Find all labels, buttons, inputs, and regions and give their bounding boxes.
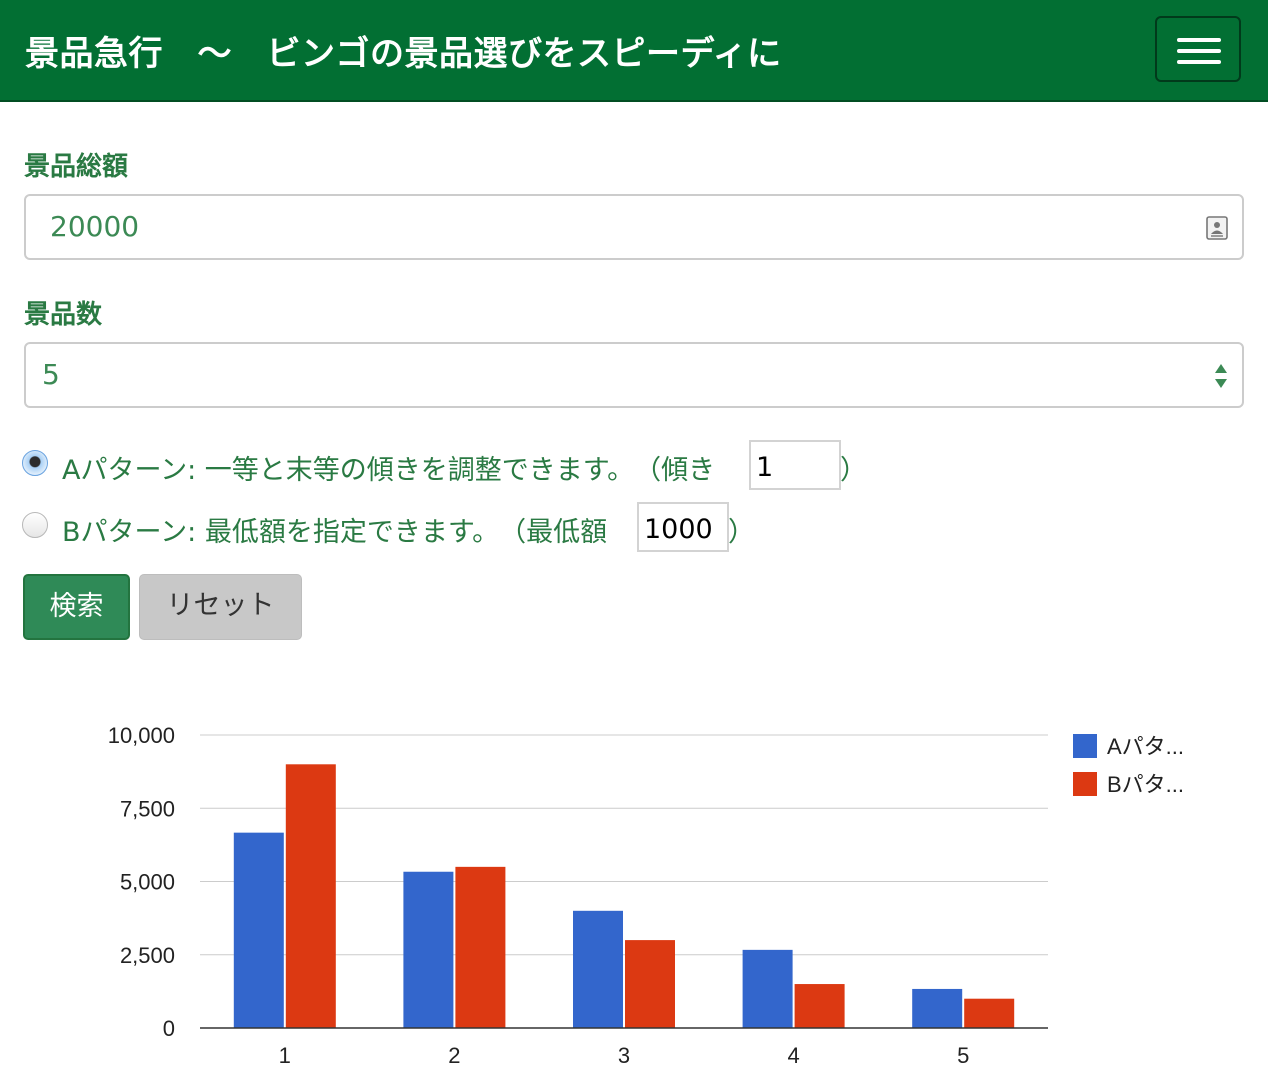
x-tick-label: 1 xyxy=(279,1043,291,1068)
bar-b xyxy=(285,764,336,1028)
search-button[interactable]: 検索 xyxy=(23,574,130,640)
total-amount-value: 20000 xyxy=(50,210,140,243)
app-title[interactable]: 景品急行 ～ ビンゴの景品選びをスピーディに xyxy=(25,34,782,74)
menu-bar-icon xyxy=(1177,60,1221,64)
menu-bar-icon xyxy=(1177,49,1221,53)
x-tick-label: 3 xyxy=(618,1043,630,1068)
bar-b xyxy=(794,984,845,1028)
x-tick-label: 2 xyxy=(448,1043,460,1068)
bar-b xyxy=(455,866,506,1028)
total-amount-input[interactable]: 20000 xyxy=(24,194,1244,260)
legend-swatch xyxy=(1073,734,1097,758)
bar-b xyxy=(964,998,1015,1028)
slope-close-paren: ） xyxy=(840,455,867,486)
total-amount-label: 景品総額 xyxy=(24,152,129,182)
bar-a xyxy=(233,832,284,1028)
prize-chart: 0 2,500 5,000 7,500 10,000 1 2 3 4 5 Aパタ... Bパタ... xyxy=(0,690,1268,1083)
y-tick-label: 10,000 xyxy=(108,723,175,748)
hamburger-menu-button[interactable] xyxy=(1155,16,1241,82)
y-tick-label: 2,500 xyxy=(120,943,175,968)
min-amount-value: 1000 xyxy=(644,514,713,545)
item-count-select[interactable]: 5 xyxy=(24,342,1244,408)
navbar: 景品急行 ～ ビンゴの景品選びをスピーディに xyxy=(0,0,1268,102)
item-count-value: 5 xyxy=(42,358,60,391)
bar-a xyxy=(742,949,793,1028)
pattern-b-radio[interactable] xyxy=(22,512,48,538)
min-amount-close-paren: ） xyxy=(728,517,755,548)
menu-bar-icon xyxy=(1177,38,1221,42)
bar-b xyxy=(625,940,675,1028)
y-tick-label: 7,500 xyxy=(120,796,175,821)
select-updown-icon xyxy=(1215,364,1227,388)
item-count-label: 景品数 xyxy=(24,300,103,330)
pattern-b-option[interactable]: Bパターン: 最低額を指定できます。 （最低額 1000 ） xyxy=(22,502,922,552)
x-tick-label: 4 xyxy=(787,1043,799,1068)
pattern-a-radio[interactable] xyxy=(22,450,48,476)
pattern-a-option[interactable]: Aパターン: 一等と末等の傾きを調整できます。 （傾き 1 ） xyxy=(22,440,922,490)
min-amount-input[interactable]: 1000 xyxy=(637,502,729,552)
pattern-a-label: Aパターン: 一等と末等の傾きを調整できます。 （傾き xyxy=(62,455,716,486)
x-tick-label: 5 xyxy=(957,1043,969,1068)
bar-a xyxy=(912,988,963,1028)
slope-value: 1 xyxy=(756,452,774,483)
bar-chart: 0 2,500 5,000 7,500 10,000 1 2 3 4 5 Aパタ... Bパタ... xyxy=(108,723,1184,1068)
legend-swatch xyxy=(1073,772,1097,796)
contact-card-icon[interactable] xyxy=(1206,216,1228,240)
slope-input[interactable]: 1 xyxy=(749,440,841,490)
reset-button[interactable]: リセット xyxy=(139,574,302,640)
bar-a xyxy=(573,910,623,1028)
legend-label: Aパタ... xyxy=(1107,734,1184,759)
bar-a xyxy=(403,871,454,1028)
y-tick-label: 5,000 xyxy=(120,870,175,895)
y-tick-label: 0 xyxy=(163,1016,175,1041)
pattern-b-label: Bパターン: 最低額を指定できます。 （最低額 xyxy=(62,517,608,548)
legend-label: Bパタ... xyxy=(1107,772,1184,797)
